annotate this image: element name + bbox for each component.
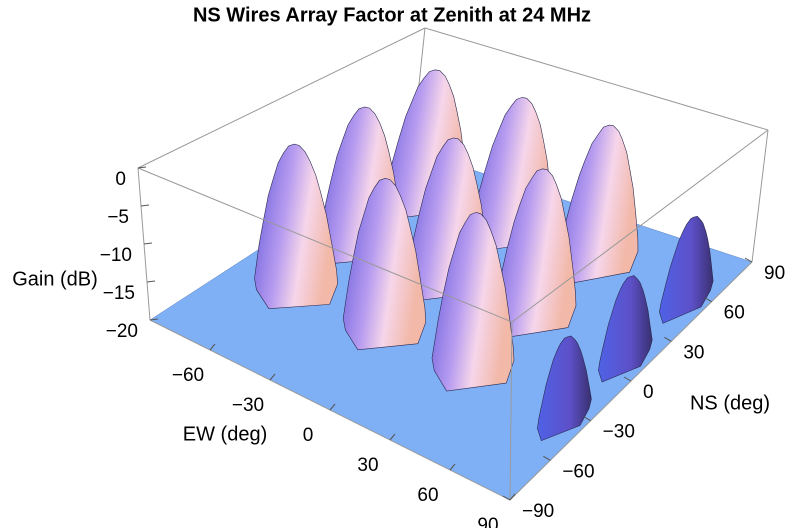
x-tick-label: 30 — [357, 455, 378, 476]
surface-lobe — [494, 168, 577, 338]
y-tick — [623, 376, 632, 382]
z-axis-label: Gain (dB) — [12, 268, 98, 290]
surface-lobe — [598, 275, 653, 383]
box-edge — [137, 27, 426, 169]
z-tick-label: −15 — [103, 283, 135, 304]
x-tick-label: 0 — [303, 425, 314, 446]
surface-lobe — [431, 212, 515, 392]
surface-lobe — [659, 215, 714, 324]
x-tick — [329, 403, 336, 411]
x-tick-label: 60 — [417, 485, 438, 506]
x-tick — [509, 493, 516, 501]
z-tick-label: −5 — [107, 207, 129, 228]
y-tick-label: 90 — [764, 263, 785, 284]
y-tick — [704, 297, 712, 303]
y-tick-label: 60 — [724, 303, 745, 324]
z-tick — [146, 280, 156, 283]
y-tick — [744, 257, 753, 263]
x-axis-label: EW (deg) — [183, 423, 267, 445]
y-tick — [502, 495, 511, 501]
x-tick — [209, 343, 216, 351]
box-edge — [509, 321, 513, 501]
box-edge — [511, 129, 769, 323]
x-tick — [269, 373, 276, 381]
y-tick-label: 0 — [643, 382, 654, 403]
x-tick-label: −60 — [172, 365, 204, 386]
x-tick-label: −30 — [232, 395, 264, 416]
y-axis-label: NS (deg) — [690, 392, 770, 414]
surface-lobe — [342, 177, 427, 351]
z-tick-label: −20 — [106, 321, 138, 342]
x-tick — [449, 463, 456, 471]
x-tick-label: 90 — [477, 515, 498, 528]
z-tick — [140, 204, 150, 207]
surface-lobe — [254, 143, 338, 310]
box-edge — [751, 129, 769, 263]
front-layer: 0 −5 −10 −15 −20 −60 −30 0 30 60 90 −90 −60 −30 0 30 60 9… — [100, 129, 785, 528]
x-tick — [389, 433, 396, 441]
z-tick-label: −10 — [100, 245, 132, 266]
y-tick-label: −30 — [603, 422, 635, 443]
box-edge — [137, 167, 513, 323]
z-tick — [137, 166, 147, 169]
y-tick-label: −90 — [522, 501, 554, 522]
surface — [149, 69, 753, 501]
y-tick-label: −60 — [562, 461, 594, 482]
z-tick-label: 0 — [115, 169, 126, 190]
y-tick-label: 30 — [683, 342, 704, 363]
y-tick — [543, 455, 551, 461]
surface-lobe — [557, 124, 639, 284]
z-tick — [143, 242, 153, 245]
z-tick — [149, 318, 159, 321]
y-tick — [664, 336, 672, 342]
box-edge — [424, 27, 769, 131]
chart-title: NS Wires Array Factor at Zenith at 24 MH… — [193, 4, 591, 26]
y-tick — [583, 416, 591, 422]
surface-lobe — [537, 335, 592, 441]
